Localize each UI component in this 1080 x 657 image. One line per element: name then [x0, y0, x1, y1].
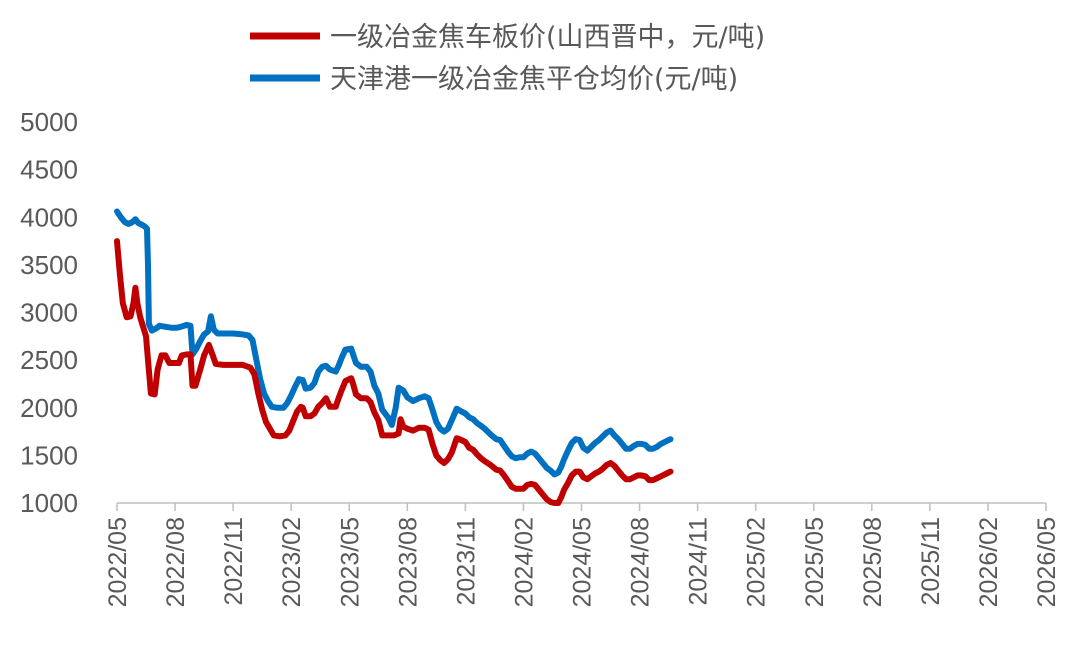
series-line-1 — [114, 238, 674, 506]
y-tick-label: 2500 — [20, 345, 78, 375]
y-axis: 1000 1500 2000 2500 3000 3500 4000 4500 5000 — [20, 107, 78, 518]
x-tick-label: 2023/05 — [336, 517, 364, 607]
legend-label-2: 天津港一级冶金焦平仓均价(元/吨) — [330, 64, 738, 95]
y-tick-label: 4500 — [20, 155, 78, 185]
x-axis: 2022/05 2022/08 2022/11 2023/02 2023/05 2023/… — [104, 502, 1061, 607]
plot-area — [114, 208, 674, 506]
y-tick-label: 3500 — [20, 250, 78, 280]
y-tick-label: 3000 — [20, 298, 78, 328]
x-tick-label: 2025/02 — [743, 517, 771, 607]
legend-label-1: 一级冶金焦车板价(山西晋中，元/吨) — [330, 22, 765, 53]
y-tick-label: 1000 — [20, 488, 78, 518]
y-tick-label: 5000 — [20, 107, 78, 137]
series-line-2 — [114, 208, 674, 478]
x-tick-label: 2024/11 — [685, 517, 713, 606]
x-tick-label: 2024/02 — [510, 517, 538, 607]
x-tick-label: 2023/02 — [278, 517, 306, 607]
x-tick-label: 2022/08 — [162, 517, 190, 607]
x-tick-label: 2025/11 — [917, 517, 945, 606]
x-tick-label: 2025/05 — [801, 517, 829, 607]
y-tick-label: 2000 — [20, 393, 78, 423]
x-tick-label: 2022/05 — [104, 517, 132, 607]
x-tick-label: 2022/11 — [220, 517, 248, 606]
x-tick-label: 2023/08 — [394, 517, 422, 607]
legend: 一级冶金焦车板价(山西晋中，元/吨) 天津港一级冶金焦平仓均价(元/吨) — [250, 22, 765, 95]
x-tick-label: 2024/05 — [569, 517, 597, 607]
y-tick-label: 1500 — [20, 440, 78, 470]
x-tick-label: 2026/05 — [1033, 517, 1061, 607]
y-tick-label: 4000 — [20, 202, 78, 232]
x-tick-label: 2025/08 — [859, 517, 887, 607]
x-tick-label: 2024/08 — [627, 517, 655, 607]
x-tick-label: 2023/11 — [452, 517, 480, 606]
x-tick-label: 2026/02 — [975, 517, 1003, 607]
